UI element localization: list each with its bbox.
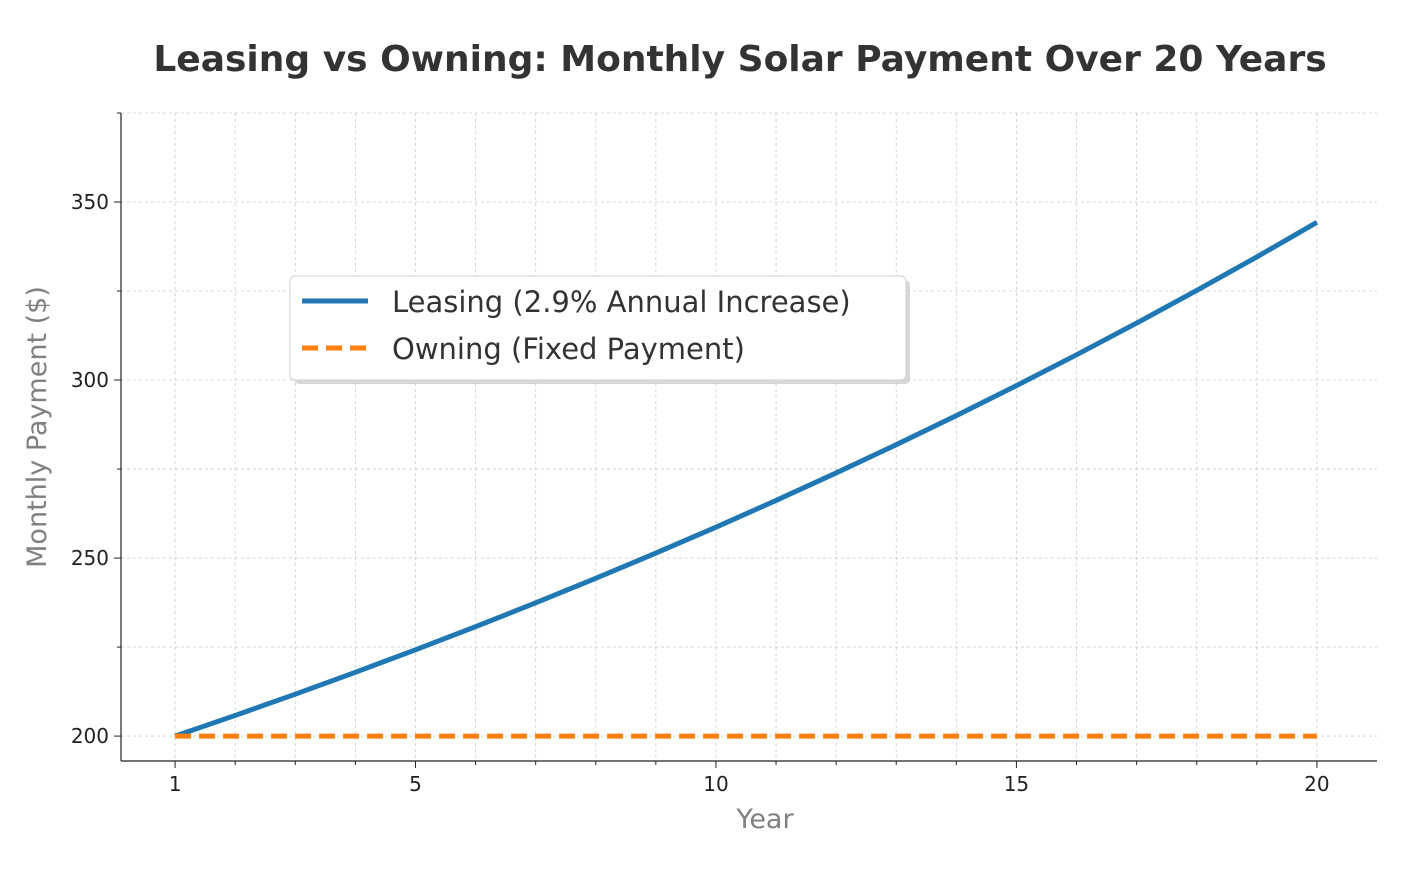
grid [121, 112, 1377, 761]
x-tick-label: 20 [1304, 772, 1329, 796]
y-tick-label: 200 [71, 724, 109, 748]
legend-box [289, 275, 907, 381]
chart-title: Leasing vs Owning: Monthly Solar Payment… [153, 39, 1326, 80]
axes [114, 112, 1377, 768]
y-axis-label: Monthly Payment ($) [22, 286, 53, 568]
y-tick-label: 300 [71, 368, 109, 392]
x-axis-label: Year [735, 804, 794, 835]
legend-label-owning: Owning (Fixed Payment) [392, 332, 745, 366]
series-line-leasing [174, 220, 1319, 739]
legend: Leasing (2.9% Annual Increase) Owning (F… [289, 275, 910, 384]
x-tick-label: 10 [703, 772, 728, 796]
x-tick-label: 15 [1004, 772, 1029, 796]
x-tick-label: 5 [409, 772, 422, 796]
x-tick-label: 1 [169, 772, 182, 796]
y-tick-label: 350 [71, 190, 109, 214]
legend-label-leasing: Leasing (2.9% Annual Increase) [392, 285, 851, 319]
series [174, 220, 1319, 739]
y-tick-label: 250 [71, 546, 109, 570]
